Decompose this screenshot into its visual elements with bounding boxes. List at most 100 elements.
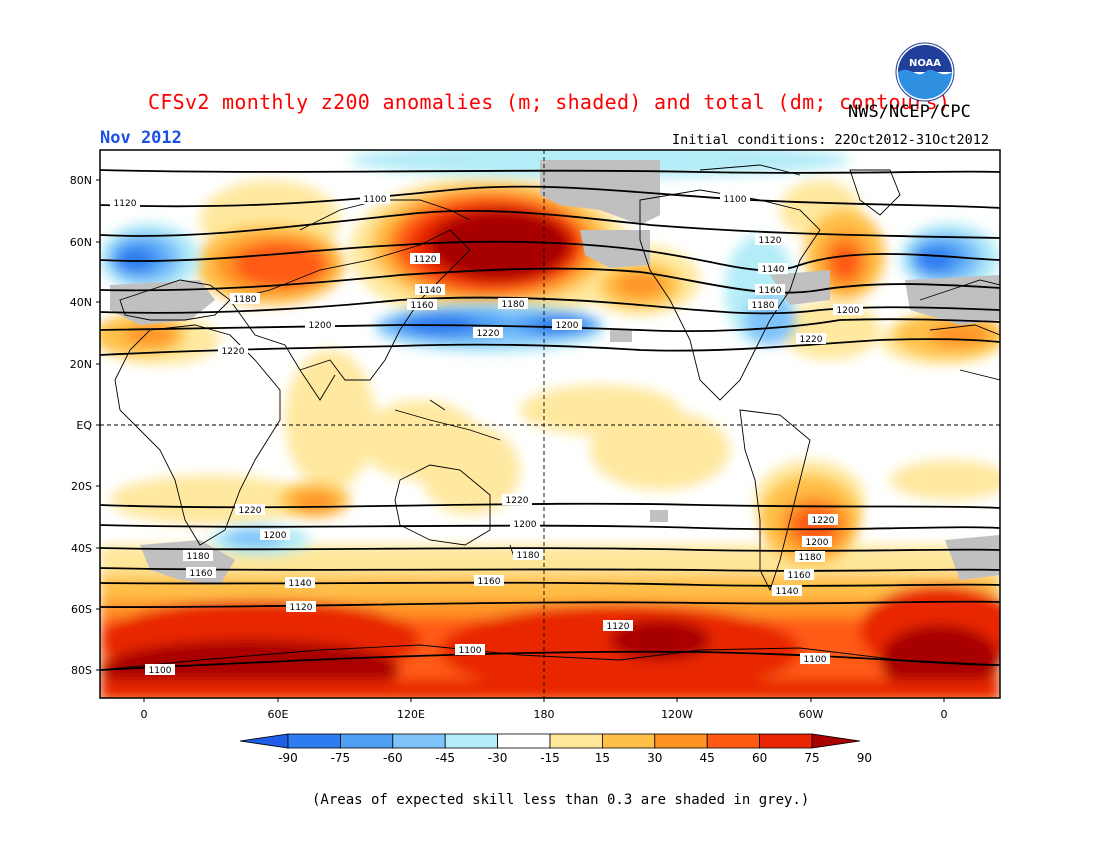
contour-label: 1100 [455, 644, 485, 656]
contour-label: 1160 [407, 299, 437, 311]
contour-label: 1220 [473, 327, 503, 339]
contour-label: 1180 [183, 550, 213, 562]
colorbar-swatch [497, 733, 551, 749]
colorbar-swatch [759, 733, 813, 749]
colorbar-label: -30 [488, 751, 508, 765]
contour-label: 1200 [802, 536, 832, 548]
lon-label: 60W [799, 708, 824, 721]
lat-label: 20S [71, 480, 92, 493]
colorbar-label: -60 [383, 751, 403, 765]
colorbar-label: 90 [857, 751, 872, 765]
contour-label: 1180 [795, 551, 825, 563]
svg-text:1220: 1220 [477, 329, 500, 339]
contour-label: 1220 [218, 345, 248, 357]
colorbar-label: 60 [752, 751, 767, 765]
contour-label: 1200 [305, 319, 335, 331]
svg-text:1120: 1120 [114, 199, 137, 209]
lat-label: 60N [70, 236, 92, 249]
contour-label: 1140 [415, 284, 445, 296]
contour-label: 1200 [833, 304, 863, 316]
svg-text:1120: 1120 [759, 236, 782, 246]
lat-label: EQ [76, 419, 92, 432]
svg-text:1100: 1100 [364, 195, 387, 205]
lat-label: 40S [71, 542, 92, 555]
svg-text:1200: 1200 [556, 321, 579, 331]
colorbar-swatch [392, 733, 446, 749]
initial-conditions: Initial conditions: 22Oct2012-31Oct2012 [672, 132, 989, 148]
contour-label: 1140 [758, 263, 788, 275]
contour-label: 1120 [110, 197, 140, 209]
colorbar-swatch [602, 733, 656, 749]
lat-label: 60S [71, 603, 92, 616]
colorbar-left-arrow [239, 733, 289, 749]
contour-label: 1180 [498, 298, 528, 310]
lat-label: 80N [70, 174, 92, 187]
contour-label: 1220 [808, 514, 838, 526]
colorbar-swatch [339, 733, 394, 749]
colorbar-label: 15 [595, 751, 610, 765]
svg-text:1180: 1180 [234, 295, 257, 305]
svg-text:1220: 1220 [239, 506, 262, 516]
contour-label: 1140 [772, 585, 802, 597]
lat-label: 40N [70, 296, 92, 309]
latitude-labels: 80N 60N 40N 20N EQ 20S 40S 60S 80S [70, 174, 93, 677]
colorbar-swatch [654, 733, 708, 749]
svg-text:1120: 1120 [607, 622, 630, 632]
longitude-labels: 0 60E 120E 180 120W 60W 0 [141, 708, 948, 721]
contour-label: 1100 [360, 193, 390, 205]
svg-text:1160: 1160 [478, 577, 501, 587]
svg-text:1100: 1100 [149, 666, 172, 676]
agency-label: NWS/NCEP/CPC [848, 102, 971, 122]
contour-label: 1200 [260, 529, 290, 541]
colorbar-label: -15 [540, 751, 560, 765]
contour-label: 1160 [755, 284, 785, 296]
contour-label: 1160 [784, 569, 814, 581]
chart-title: CFSv2 monthly z200 anomalies (m; shaded)… [148, 90, 951, 114]
svg-text:1200: 1200 [309, 321, 332, 331]
colorbar: -90 -75 -60 -45 -30 -15 15 30 45 60 75 90 [239, 733, 872, 765]
svg-text:1220: 1220 [506, 496, 529, 506]
contour-label: 1180 [513, 549, 543, 561]
contour-labels: 1120 1100 1100 1120 1120 1140 1140 1180 … [110, 193, 863, 676]
svg-text:1120: 1120 [290, 603, 313, 613]
contour-label: 1180 [748, 299, 778, 311]
contour-label: 1120 [286, 601, 316, 613]
lon-label: 60E [268, 708, 289, 721]
svg-text:1140: 1140 [762, 265, 785, 275]
colorbar-label: 30 [647, 751, 662, 765]
lat-label: 20N [70, 358, 92, 371]
svg-text:1180: 1180 [517, 551, 540, 561]
colorbar-label: 45 [700, 751, 715, 765]
svg-text:1140: 1140 [776, 587, 799, 597]
contour-label: 1160 [186, 567, 216, 579]
contour-label: 1220 [235, 504, 265, 516]
axis-ticks [96, 179, 945, 702]
contour-label: 1200 [510, 518, 540, 530]
svg-text:1140: 1140 [419, 286, 442, 296]
colorbar-swatch [444, 733, 499, 749]
reference-lines [100, 150, 1000, 698]
colorbar-right-arrow [811, 733, 861, 749]
colorbar-label: -90 [278, 751, 298, 765]
svg-text:1180: 1180 [799, 553, 822, 563]
contour-label: 1100 [145, 664, 175, 676]
contour-label: 1180 [230, 293, 260, 305]
svg-text:1200: 1200 [264, 531, 287, 541]
forecast-month: Nov 2012 [100, 128, 182, 148]
contour-label: 1100 [720, 193, 750, 205]
svg-text:1180: 1180 [187, 552, 210, 562]
svg-text:1200: 1200 [514, 520, 537, 530]
colorbar-label: 75 [804, 751, 819, 765]
footnote: (Areas of expected skill less than 0.3 a… [312, 792, 810, 808]
contour-label: 1220 [502, 494, 532, 506]
svg-text:1180: 1180 [502, 300, 525, 310]
svg-text:1180: 1180 [752, 301, 775, 311]
contour-label: 1160 [474, 575, 504, 587]
contour-label: 1120 [755, 234, 785, 246]
svg-text:1100: 1100 [804, 655, 827, 665]
svg-text:1100: 1100 [724, 195, 747, 205]
anomaly-shading: 1120 1100 1100 1120 1120 1140 1140 1180 … [100, 150, 1000, 698]
svg-text:1160: 1160 [190, 569, 213, 579]
colorbar-label: -75 [331, 751, 351, 765]
